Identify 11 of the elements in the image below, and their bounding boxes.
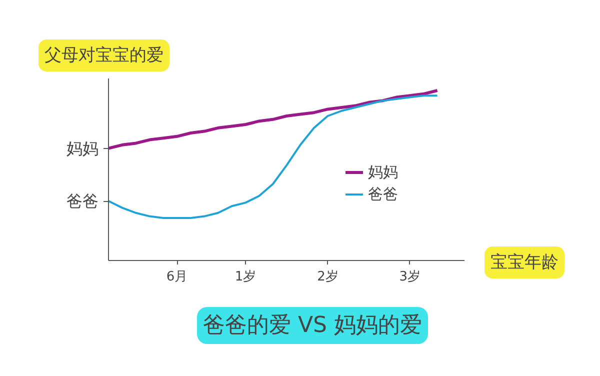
x-tick-label: 2岁 bbox=[317, 270, 338, 284]
x-tick-label: 1岁 bbox=[234, 270, 256, 284]
x-tick-label: 3岁 bbox=[399, 270, 421, 284]
text: 爸爸的爱 VS 妈妈的爱 bbox=[203, 313, 422, 338]
text: 妈妈 bbox=[66, 138, 98, 158]
legend-label: 爸爸 bbox=[368, 184, 398, 204]
y-axis-title: 父母对宝宝的爱 bbox=[44, 46, 164, 66]
text: 爸爸 bbox=[66, 192, 98, 210]
x-tick-label: 6月 bbox=[166, 270, 188, 284]
x-axis-title: 宝宝年龄 bbox=[490, 252, 558, 272]
legend-label: 妈妈 bbox=[368, 162, 398, 182]
